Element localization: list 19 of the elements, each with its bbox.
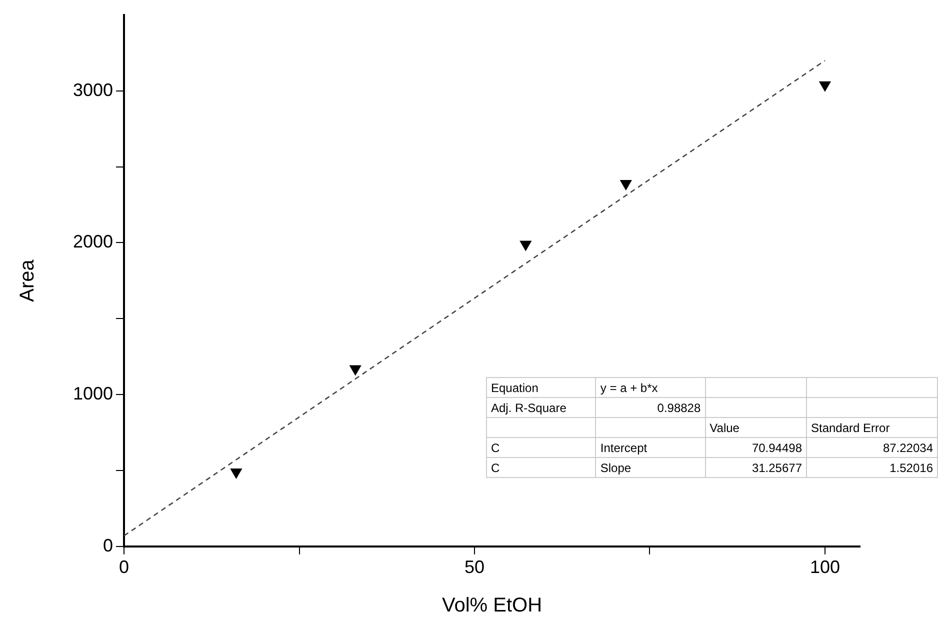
x-axis-title: Vol% EtOH [442,594,542,617]
y-tick-label: 3000 [72,80,114,100]
point [819,81,831,92]
text: Equation y = a + b*x [491,380,658,394]
text: Adj. R-Square 0.98828 [491,400,701,414]
y-tick-label: 2000 [72,232,114,252]
x-tick-label: 100 [810,557,840,578]
text: Value Standard Error [710,420,890,434]
text: C Slope 31.25677 1.52016 [491,460,933,474]
point [350,365,362,376]
text: C Intercept 70.94498 87.22034 [491,440,933,454]
y-tick-label: 0 [103,535,114,556]
x-tick-label: 0 [119,557,130,578]
y-tick-label: 1000 [72,384,114,404]
y-axis-title: Area [16,258,39,302]
point [620,180,632,190]
point [520,240,532,251]
x-tick-label: 50 [464,557,485,578]
point [230,468,242,479]
